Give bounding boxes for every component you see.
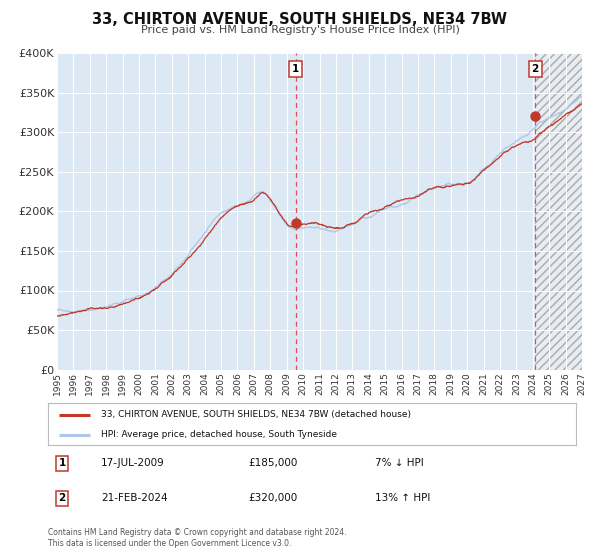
- Text: HPI: Average price, detached house, South Tyneside: HPI: Average price, detached house, Sout…: [101, 430, 337, 439]
- Text: Contains HM Land Registry data © Crown copyright and database right 2024.: Contains HM Land Registry data © Crown c…: [48, 528, 347, 536]
- Bar: [535, 53, 582, 370]
- Text: 33, CHIRTON AVENUE, SOUTH SHIELDS, NE34 7BW: 33, CHIRTON AVENUE, SOUTH SHIELDS, NE34 …: [92, 12, 508, 27]
- Text: £185,000: £185,000: [248, 459, 298, 468]
- Text: Price paid vs. HM Land Registry's House Price Index (HPI): Price paid vs. HM Land Registry's House …: [140, 25, 460, 35]
- Text: 33, CHIRTON AVENUE, SOUTH SHIELDS, NE34 7BW (detached house): 33, CHIRTON AVENUE, SOUTH SHIELDS, NE34 …: [101, 410, 411, 419]
- Text: 2: 2: [532, 64, 539, 74]
- Bar: [535, 53, 582, 370]
- Text: 17-JUL-2009: 17-JUL-2009: [101, 459, 164, 468]
- Text: 21-FEB-2024: 21-FEB-2024: [101, 493, 167, 503]
- Text: 1: 1: [292, 64, 299, 74]
- Text: 7% ↓ HPI: 7% ↓ HPI: [376, 459, 424, 468]
- Text: 2: 2: [59, 493, 66, 503]
- Text: £320,000: £320,000: [248, 493, 298, 503]
- Text: 13% ↑ HPI: 13% ↑ HPI: [376, 493, 431, 503]
- Text: 1: 1: [59, 459, 66, 468]
- Text: This data is licensed under the Open Government Licence v3.0.: This data is licensed under the Open Gov…: [48, 539, 292, 548]
